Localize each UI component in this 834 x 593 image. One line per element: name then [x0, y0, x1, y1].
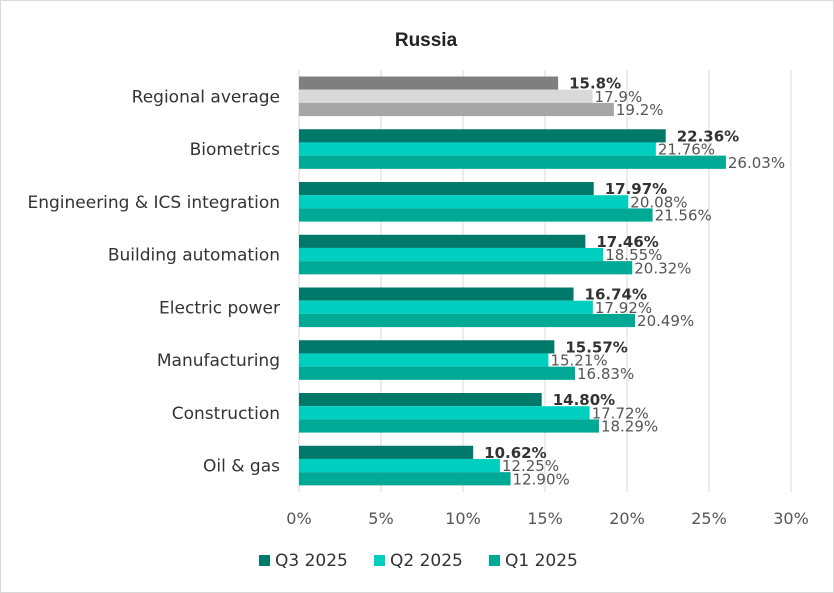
bar-6-0	[299, 393, 542, 407]
x-tick-label-0: 0%	[286, 509, 311, 528]
value-label-5-1: 15.21%	[550, 352, 607, 370]
category-label-7: Oil & gas	[203, 457, 280, 477]
bar-5-2	[299, 366, 576, 380]
legend-swatch-1[interactable]	[374, 555, 385, 566]
bar-1-1	[299, 142, 656, 156]
legend-swatch-2[interactable]	[489, 555, 500, 566]
bar-3-2	[299, 261, 633, 275]
value-label-7-1: 12.25%	[502, 457, 559, 475]
value-label-4-0: 16.74%	[585, 286, 647, 304]
value-label-4-1: 17.92%	[595, 299, 652, 317]
value-label-6-1: 17.72%	[592, 404, 649, 422]
category-label-0: Regional average	[132, 87, 280, 107]
bar-4-1	[299, 300, 593, 314]
value-label-0-1: 17.9%	[595, 88, 643, 106]
x-tick-label-6: 30%	[773, 509, 809, 528]
bar-3-1	[299, 247, 604, 262]
value-label-5-2: 16.83%	[577, 365, 634, 383]
bar-0-1	[299, 89, 593, 103]
chart-title: Russia	[395, 30, 458, 51]
value-label-6-2: 18.29%	[601, 418, 658, 436]
value-label-7-0: 10.62%	[484, 444, 546, 462]
category-label-4: Electric power	[159, 298, 280, 318]
legend-label-1[interactable]: Q2 2025	[390, 551, 463, 571]
value-label-2-0: 17.97%	[605, 180, 667, 198]
value-label-2-1: 20.08%	[630, 193, 687, 211]
bar-4-0	[299, 287, 574, 301]
bar-0-2	[299, 102, 614, 117]
legend-label-0[interactable]: Q3 2025	[275, 551, 348, 571]
bar-7-2	[299, 472, 511, 486]
value-label-3-0: 17.46%	[596, 233, 658, 251]
bar-6-2	[299, 419, 599, 433]
bar-7-1	[299, 458, 500, 473]
bars	[299, 76, 726, 486]
bar-5-1	[299, 353, 549, 367]
value-label-3-1: 18.55%	[605, 246, 662, 264]
category-label-5: Manufacturing	[157, 351, 280, 371]
category-labels: Regional average Biometrics Engineering & …	[27, 87, 280, 476]
value-label-6-0: 14.80%	[553, 391, 615, 409]
legend-label-2[interactable]: Q1 2025	[505, 551, 578, 571]
bar-5-0	[299, 340, 555, 354]
bar-1-2	[299, 155, 726, 169]
bar-0-0	[299, 76, 559, 90]
legend-swatch-0[interactable]	[259, 555, 270, 566]
x-tick-label-5: 25%	[691, 509, 727, 528]
value-label-0-0: 15.8%	[569, 75, 621, 93]
x-tick-label-4: 20%	[609, 509, 645, 528]
value-label-7-2: 12.90%	[513, 470, 570, 488]
value-label-2-2: 21.56%	[655, 207, 712, 225]
x-tick-label-3: 15%	[527, 509, 563, 528]
x-tick-label-1: 5%	[368, 509, 393, 528]
bar-1-0	[299, 129, 666, 143]
category-label-3: Building automation	[108, 246, 280, 266]
x-axis-ticks: 0% 5% 10% 15% 20% 25% 30%	[286, 509, 808, 528]
bar-2-1	[299, 195, 629, 209]
value-label-1-2: 26.03%	[728, 154, 785, 172]
bar-2-2	[299, 208, 653, 222]
bar-7-0	[299, 445, 474, 459]
value-labels: 15.8%17.9%19.2%22.36%21.76%26.03%17.97%2…	[484, 75, 785, 489]
bar-2-0	[299, 182, 594, 196]
value-label-1-0: 22.36%	[677, 127, 739, 145]
value-label-4-2: 20.49%	[637, 312, 694, 330]
value-label-1-1: 21.76%	[658, 141, 715, 159]
bar-4-2	[299, 313, 636, 328]
bar-6-1	[299, 406, 590, 420]
category-label-6: Construction	[172, 404, 280, 424]
value-label-5-0: 15.57%	[565, 338, 627, 356]
legend[interactable]: Q3 2025 Q2 2025 Q1 2025	[259, 551, 578, 571]
x-tick-label-2: 10%	[445, 509, 481, 528]
category-label-1: Biometrics	[190, 140, 281, 160]
value-label-3-2: 20.32%	[634, 259, 691, 277]
category-label-2: Engineering & ICS integration	[27, 193, 280, 213]
bar-3-0	[299, 234, 586, 248]
value-label-0-2: 19.2%	[616, 101, 664, 119]
